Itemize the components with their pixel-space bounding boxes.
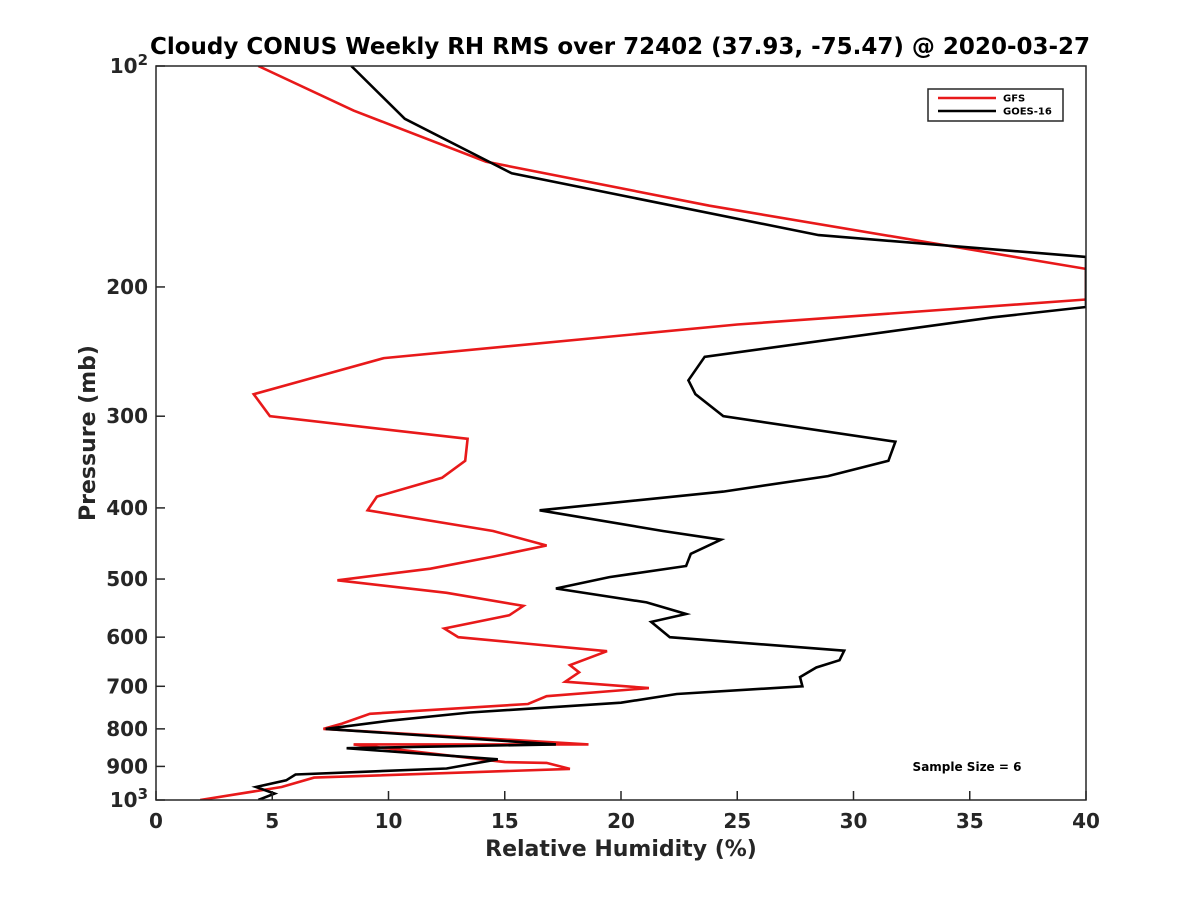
x-tick-label: 15: [491, 809, 519, 833]
series-line-gfs: [199, 66, 1086, 800]
x-tick-label: 10: [375, 809, 403, 833]
x-axis: 0 5 10 15 20 25 30 35 40: [149, 791, 1100, 833]
y-axis-label: Pressure (mb): [76, 345, 101, 521]
x-tick-label: 0: [149, 809, 163, 833]
y-tick-label: 500: [106, 567, 148, 591]
chart-title: Cloudy CONUS Weekly RH RMS over 72402 (3…: [150, 34, 1090, 60]
series-line-goes16: [251, 66, 1086, 800]
x-tick-label: 20: [607, 809, 635, 833]
y-tick-label: 700: [106, 674, 148, 698]
y-tick-label: 600: [106, 625, 148, 649]
y-axis: 102 200 300 400 500 600 700 800 900 103: [106, 51, 165, 812]
x-axis-label: Relative Humidity (%): [485, 837, 757, 862]
y-tick-label: 900: [106, 754, 148, 778]
x-tick-label: 30: [840, 809, 868, 833]
legend-box: [927, 88, 1064, 122]
y-tick-label: 400: [106, 496, 148, 520]
legend: GFS GOES-16: [927, 88, 1064, 122]
y-tick-label: 300: [106, 404, 148, 428]
y-tick-label: 102: [110, 51, 148, 78]
y-tick-label: 200: [106, 275, 148, 299]
legend-label-goes16: GOES-16: [1003, 107, 1052, 118]
series-layer: [199, 66, 1086, 800]
x-tick-label: 40: [1072, 809, 1100, 833]
x-tick-label: 35: [956, 809, 984, 833]
legend-label-gfs: GFS: [1003, 94, 1025, 105]
x-tick-label: 25: [723, 809, 751, 833]
y-tick-label: 103: [110, 785, 148, 812]
sample-size-annotation: Sample Size = 6: [913, 760, 1022, 774]
y-tick-label: 800: [106, 717, 148, 741]
x-tick-label: 5: [265, 809, 279, 833]
